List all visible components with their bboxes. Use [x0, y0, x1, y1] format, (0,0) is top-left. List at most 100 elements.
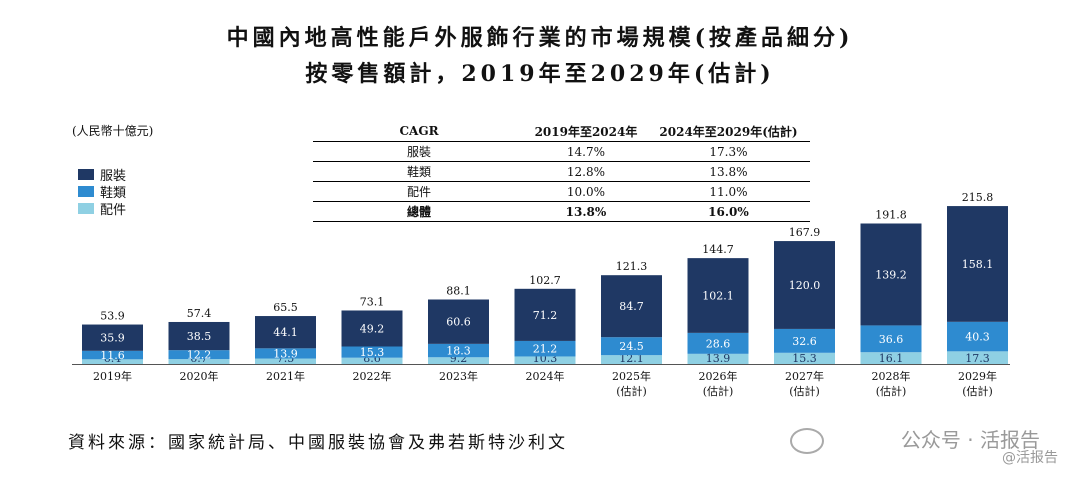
- bar-segment: [514, 288, 576, 341]
- chart-title: 中國內地高性能戶外服飾行業的市場規模(按產品細分): [226, 25, 854, 51]
- total-label: 57.4: [187, 307, 212, 320]
- x-tick-label: 2020年: [180, 369, 219, 383]
- bar-segment: [514, 356, 576, 364]
- cagr-cell: 17.3%: [646, 141, 810, 162]
- unit-label: (人民幣十億元): [72, 124, 154, 138]
- x-tick-label: 2021年: [266, 369, 305, 383]
- bar-segment: [82, 350, 143, 360]
- cagr-cell: 11.0%: [646, 181, 810, 202]
- total-label: 144.7: [702, 243, 734, 256]
- legend-label-footwear: 鞋類: [100, 186, 127, 201]
- data-label: 18.3: [446, 345, 471, 358]
- legend-item-footwear: 鞋類: [78, 183, 127, 201]
- x-tick-sublabel: (估計): [616, 384, 647, 398]
- bar-segment: [428, 343, 489, 358]
- wechat-logo-icon: [790, 428, 824, 454]
- cagr-header-row: CAGR 2019年至2024年 2024年至2029年(估計): [313, 121, 810, 142]
- x-tick-sublabel: (估計): [962, 384, 993, 398]
- bar-segment: [774, 241, 835, 329]
- x-tick-label: 2023年: [439, 369, 478, 383]
- data-label: 16.1: [879, 352, 904, 365]
- cagr-cell: 13.8%: [646, 161, 810, 182]
- data-label: 38.5: [187, 330, 212, 343]
- bar-segment: [687, 353, 749, 364]
- total-label: 167.9: [789, 226, 821, 239]
- cagr-header: 2019年至2024年: [525, 121, 647, 142]
- cagr-cell: 16.0%: [646, 201, 810, 222]
- x-tick-label: 2029年: [958, 369, 997, 383]
- legend-item-apparel: 服裝: [78, 166, 127, 184]
- chart-subtitle: 按零售額計，2019年至2029年(估計): [305, 61, 775, 87]
- data-label: 36.6: [879, 333, 904, 346]
- legend-swatch-accessories: [78, 203, 94, 214]
- data-label: 158.1: [962, 258, 994, 271]
- data-label: 12.2: [187, 349, 212, 362]
- cagr-cell: 鞋類: [313, 161, 525, 182]
- x-tick-label: 2026年: [699, 369, 738, 383]
- x-tick-label: 2027年: [785, 369, 824, 383]
- data-label: 13.9: [273, 347, 298, 360]
- bar-segment: [168, 350, 230, 360]
- data-label: 15.3: [792, 352, 817, 365]
- data-label: 24.5: [619, 340, 644, 353]
- bar-segment: [255, 316, 316, 349]
- data-label: 44.1: [273, 326, 298, 339]
- data-label: 84.7: [619, 300, 644, 313]
- x-tick-label: 2022年: [353, 369, 392, 383]
- bar-segment: [428, 357, 489, 364]
- data-label: 21.2: [533, 343, 558, 356]
- x-tick-sublabel: (估計): [876, 384, 907, 398]
- cagr-cell: 配件: [313, 181, 525, 202]
- cagr-table: CAGR 2019年至2024年 2024年至2029年(估計) 服裝 14.7…: [313, 121, 810, 222]
- legend-swatch-apparel: [78, 169, 94, 180]
- data-label: 13.9: [706, 352, 731, 365]
- data-label: 15.3: [360, 346, 385, 359]
- bar-segment: [947, 206, 1008, 322]
- legend-item-accessories: 配件: [78, 200, 127, 218]
- x-tick-label: 2028年: [872, 369, 911, 383]
- data-label: 71.2: [533, 309, 558, 322]
- bar-segment: [687, 332, 749, 354]
- watermark: 公众号 · 活报告: [900, 428, 1040, 452]
- legend-label-apparel: 服裝: [100, 169, 127, 184]
- cagr-cell: 10.0%: [525, 181, 647, 202]
- source-note: 資料來源：國家統計局、中國服裝協會及弗若斯特沙利文: [68, 433, 568, 453]
- data-label: 32.6: [792, 335, 817, 348]
- data-label: 28.6: [706, 337, 731, 350]
- data-label: 120.0: [789, 279, 821, 292]
- bar-segment: [947, 351, 1008, 364]
- total-label: 88.1: [446, 284, 471, 297]
- bar-segment: [168, 359, 230, 364]
- cagr-cell: 總體: [313, 201, 525, 222]
- cagr-header: 2024年至2029年(估計): [646, 121, 810, 142]
- bar-segment: [860, 352, 922, 364]
- cagr-row: 配件 10.0% 11.0%: [313, 181, 810, 202]
- bar-segment: [255, 348, 316, 359]
- x-tick-sublabel: (估計): [703, 384, 734, 398]
- x-tick-label: 2025年: [612, 369, 651, 383]
- bar-segment: [82, 324, 143, 351]
- bar-segment: [687, 258, 749, 333]
- cagr-cell: 12.8%: [525, 161, 647, 182]
- total-label: 215.8: [962, 191, 994, 204]
- bar-segment: [947, 321, 1008, 352]
- bar-segment: [428, 299, 489, 344]
- data-label: 40.3: [965, 331, 990, 344]
- data-label: 11.6: [100, 349, 125, 362]
- bar-segment: [860, 223, 922, 326]
- bar-segment: [341, 357, 403, 364]
- total-label: 121.3: [616, 260, 648, 273]
- cagr-cell: 服裝: [313, 141, 525, 162]
- cagr-cell: 13.8%: [525, 201, 647, 222]
- legend-label-accessories: 配件: [100, 203, 127, 218]
- bar-segment: [601, 275, 662, 338]
- cagr-row: 鞋類 12.8% 13.8%: [313, 161, 810, 182]
- total-label: 73.1: [360, 295, 385, 308]
- bar-segment: [341, 310, 403, 347]
- total-label: 53.9: [100, 310, 125, 323]
- legend: 服裝 鞋類 配件: [78, 166, 127, 218]
- watermark-handle: @活报告: [1002, 450, 1058, 466]
- x-tick-label: 2024年: [526, 369, 565, 383]
- cagr-row: 服裝 14.7% 17.3%: [313, 141, 810, 162]
- total-label: 191.8: [875, 208, 907, 221]
